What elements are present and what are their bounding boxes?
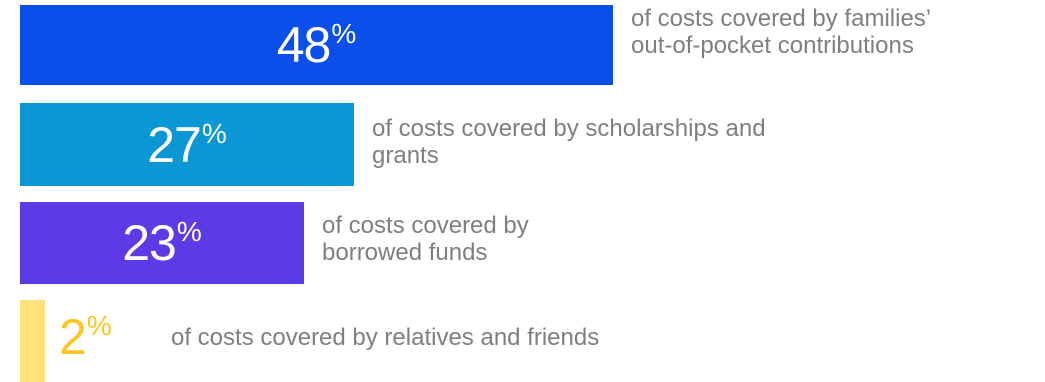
bar-borrowed: 23% <box>20 202 304 284</box>
description-line: out-of-pocket contributions <box>631 32 914 59</box>
description-line: grants <box>372 142 439 169</box>
percent-sign: % <box>331 18 357 49</box>
bar-families: 48% <box>20 5 613 85</box>
value-label-families: 48% <box>276 17 357 73</box>
value-number: 2 <box>59 309 87 365</box>
value-number: 27 <box>147 116 202 173</box>
percent-sign: % <box>176 216 202 247</box>
percent-sign: % <box>201 117 227 149</box>
description-line: borrowed funds <box>322 239 488 266</box>
description-relatives: of costs covered by relatives and friend… <box>171 324 599 351</box>
bar-relatives <box>20 300 45 382</box>
value-label-scholarships: 27% <box>147 116 227 173</box>
description-line: of costs covered by relatives and friend… <box>171 324 600 351</box>
description-families: of costs covered by families’ out-of-pock… <box>631 5 931 59</box>
bar-scholarships: 27% <box>20 103 354 186</box>
value-label-borrowed: 23% <box>122 215 202 271</box>
percent-sign: % <box>86 310 112 341</box>
description-line: of costs covered by families’ <box>631 5 932 32</box>
value-number: 23 <box>122 215 177 271</box>
description-borrowed: of costs covered by borrowed funds <box>322 212 529 266</box>
value-number: 48 <box>276 17 332 73</box>
value-label-relatives: 2% <box>59 309 112 365</box>
description-line: of costs covered by <box>322 212 529 239</box>
description-line: of costs covered by scholarships and <box>372 115 766 142</box>
description-scholarships: of costs covered by scholarships and gran… <box>372 115 766 169</box>
